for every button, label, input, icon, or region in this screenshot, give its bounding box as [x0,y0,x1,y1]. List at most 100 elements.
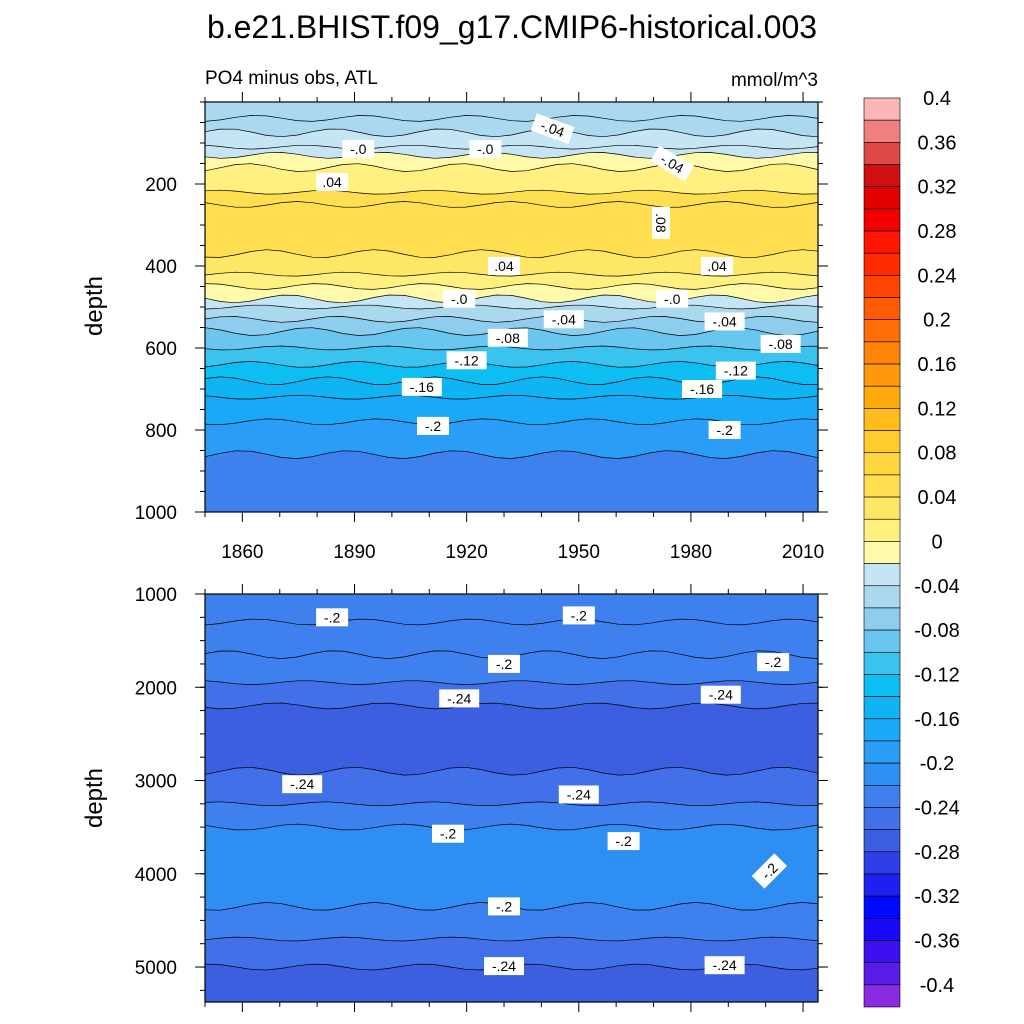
contour-label: -.2 [488,654,520,673]
svg-text:.04: .04 [322,174,342,190]
contour-label: .04 [701,257,734,275]
contour-line [205,418,818,426]
svg-text:-.08: -.08 [496,330,520,346]
contour-band [205,937,818,972]
colorbar-box [863,762,901,786]
y-tick-label: 400 [145,257,177,278]
contour-line [205,823,818,831]
contour-band [205,418,818,459]
contour-band [205,801,818,832]
svg-text:-.08: -.08 [769,336,793,352]
colorbar-box [863,541,901,564]
colorbar-box [863,784,901,808]
contour-band [205,201,818,258]
colorbar-tick-label: 0.2 [923,310,951,332]
x-tick-label: 1920 [446,542,488,563]
y-tick-label: 3000 [135,772,177,793]
colorbar-box [863,452,901,476]
colorbar-tick-label: -0.28 [914,842,960,864]
contour-line [205,144,818,150]
colorbar-tick-label: -0.32 [914,886,960,908]
svg-text:-.24: -.24 [447,690,471,706]
svg-text:-.24: -.24 [492,958,516,974]
colorbar-box [863,873,901,897]
colorbar-box [863,319,901,343]
contour-label: -.2 [417,416,449,435]
svg-text:-.0: -.0 [350,141,367,157]
contour-line [205,271,818,277]
svg-text:-.2: -.2 [496,898,513,914]
svg-text:-.04: -.04 [539,117,567,140]
contour-line [205,618,818,626]
contour-label: -.12 [715,361,756,380]
colorbar-tick-label: -0.36 [914,931,960,953]
colorbar-tick-label: 0.16 [918,354,957,376]
y-axis-label: depth [81,276,108,336]
y-tick-label: 600 [145,339,177,360]
colorbar-box [863,275,901,298]
contour-line [205,152,818,159]
colorbar: 0.4 0.36 0.32 0.28 0.24 0.2 0.16 0.12 0.08 0.04 0 -… [863,88,960,1008]
contour-label: -.2 [757,653,790,672]
contour-label: -.04 [543,310,584,329]
x-tick-label: 2010 [782,542,824,563]
colorbar-tick-label: 0.28 [918,221,957,243]
y-tick-label: 1000 [135,503,177,524]
contour-band [205,316,818,336]
contour-band [205,680,818,710]
y-tick-label: 4000 [135,865,177,886]
colorbar-box [863,341,901,365]
contour-label: -.04 [530,113,575,144]
colorbar-box [863,651,901,675]
contour-band [205,902,818,944]
contour-label: -.0 [443,289,476,308]
figure-title: b.e21.BHIST.f09_g17.CMIP6-historical.003 [207,9,817,45]
lower-panel: -.2 -.2 -.2 -.2 -.24 -.24 -.24 -.24 -.2 -.2 -.2 -.2… [81,584,828,1012]
colorbar-box [863,496,901,520]
contour-label: -.2 [708,421,741,439]
colorbar-box [863,851,901,875]
colorbar-tick-label: -0.24 [914,798,960,820]
svg-text:-.12: -.12 [724,363,748,379]
colorbar-tick-label: 0.4 [923,88,951,110]
contour-label: -.24 [282,775,323,794]
svg-text:-.16: -.16 [690,381,714,397]
contour-label: -.2 [562,606,595,625]
contour-label: -.16 [682,380,723,398]
colorbar-box [863,408,901,431]
contour-label: .08 [652,206,670,239]
colorbar-box [863,918,901,941]
svg-text:-.0: -.0 [477,141,494,157]
colorbar-tick-label: -0.16 [914,709,960,731]
y-tick-label: 5000 [135,958,177,979]
colorbar-box [863,829,901,853]
contour-label: -.08 [760,334,801,353]
colorbar-tick-label: 0.24 [918,265,957,287]
colorbar-box [863,563,901,587]
contour-band [205,964,818,1002]
contour-label: -.24 [704,956,745,975]
colorbar-box [863,97,901,121]
svg-text:.08: .08 [653,213,669,233]
y-tick-label: 200 [145,175,177,196]
colorbar-tick-label: 0.04 [918,487,957,509]
contour-band [205,190,818,209]
heatmap-field [205,102,818,512]
colorbar-box [863,807,901,830]
contour-label: .04 [316,172,349,191]
svg-text:-.04: -.04 [713,313,737,329]
colorbar-tick-label: -0.04 [914,576,960,598]
svg-text:-.24: -.24 [567,787,591,803]
colorbar-box [863,297,901,321]
colorbar-tick-label: -0.4 [920,975,954,997]
colorbar-tick-label: -0.2 [920,753,954,775]
contour-label: -.2 [316,608,349,627]
colorbar-tick-label: 0 [931,531,942,553]
colorbar-tick-label: -0.08 [914,620,960,642]
colorbar-tick-label: 0.08 [918,443,957,465]
contour-line [205,801,818,807]
colorbar-box [863,674,901,697]
y-tick-label: 1000 [135,585,177,606]
contour-band [205,163,818,197]
colorbar-box [863,430,901,454]
